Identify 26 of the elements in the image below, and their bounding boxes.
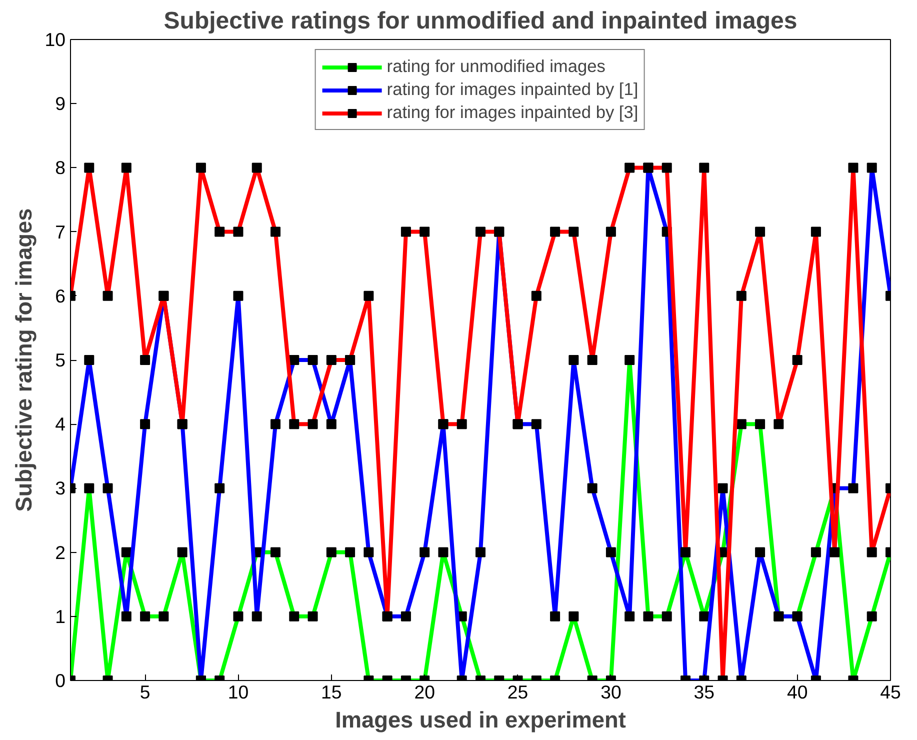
x-tick-label: 10 <box>228 682 249 702</box>
y-tick-label: 0 <box>55 670 66 691</box>
x-tick-label: 35 <box>694 682 715 702</box>
y-tick-label: 10 <box>44 29 66 50</box>
x-tick-label: 25 <box>507 682 528 702</box>
chart-title: Subjective ratings for unmodified and inpainted images <box>164 8 798 34</box>
x-tick-label: 45 <box>880 682 901 702</box>
x-tick-label: 40 <box>786 682 808 702</box>
x-tick-label: 5 <box>140 682 150 702</box>
y-tick-label: 8 <box>55 157 66 178</box>
x-axis-title: Images used in experiment <box>335 706 626 732</box>
x-tick-label: 30 <box>600 682 622 702</box>
x-tick-label: 20 <box>414 682 435 702</box>
y-tick-label: 4 <box>55 414 66 435</box>
legend-label: rating for unmodified images <box>386 56 606 77</box>
y-tick-label: 9 <box>55 93 66 114</box>
y-tick-label: 1 <box>55 606 66 627</box>
x-tick-label: 15 <box>321 682 342 702</box>
y-tick-label: 5 <box>55 350 66 370</box>
y-tick-label: 7 <box>55 221 66 242</box>
legend-label: rating for images inpainted by [3] <box>386 102 638 123</box>
legend-label: rating for images inpainted by [1] <box>386 79 638 100</box>
y-axis-title: Subjective rating for images <box>10 208 37 512</box>
y-tick-label: 6 <box>55 285 66 306</box>
y-tick-label: 2 <box>55 542 66 563</box>
y-tick-label: 3 <box>55 478 66 499</box>
